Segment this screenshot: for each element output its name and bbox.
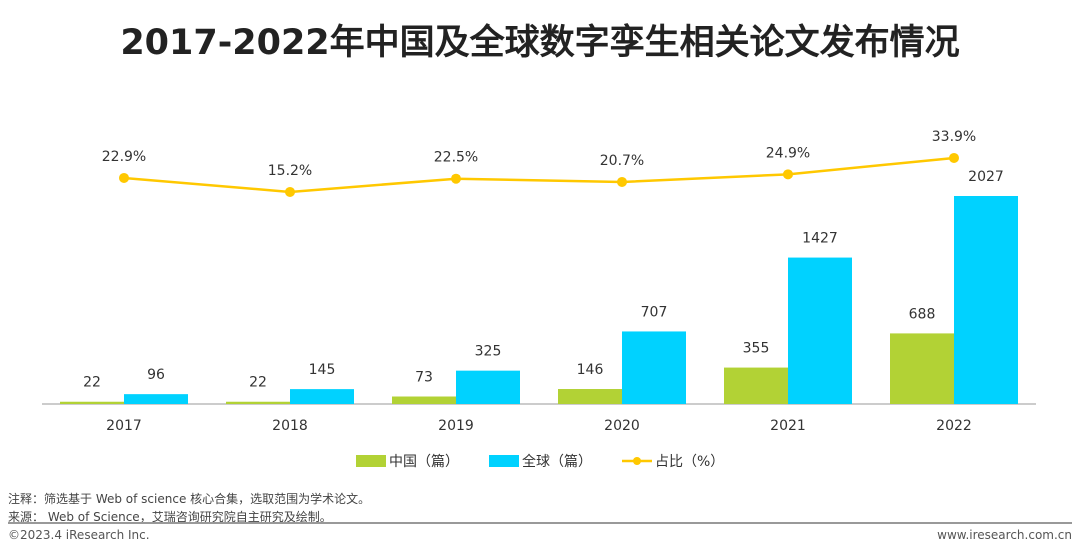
line-point: [119, 172, 129, 183]
bar-value-label: 22: [83, 375, 101, 391]
bar-value-label: 96: [147, 367, 165, 383]
footer-divider: [8, 522, 1072, 524]
line-point: [949, 152, 959, 163]
legend-swatch: [489, 455, 519, 467]
bar: [622, 331, 686, 404]
x-tick-label: 2021: [770, 418, 806, 434]
line-point: [783, 169, 793, 180]
x-tick-label: 2020: [604, 418, 640, 434]
bar: [788, 257, 852, 404]
legend-label: 中国（篇）: [389, 454, 459, 470]
bar-value-label: 22: [249, 375, 267, 391]
bar: [124, 394, 188, 404]
bar-value-label: 1427: [802, 231, 838, 247]
bar-value-label: 145: [309, 362, 336, 378]
bar-value-label: 707: [641, 304, 668, 320]
line-value-label: 24.9%: [766, 145, 810, 161]
line-value-label: 15.2%: [268, 163, 312, 179]
legend-label: 全球（篇）: [522, 453, 592, 470]
bar: [558, 389, 622, 404]
source-text: 来源： Web of Science，艾瑞咨询研究院自主研究及绘制。: [8, 510, 332, 524]
bar: [60, 401, 124, 404]
x-tick-label: 2017: [106, 418, 142, 434]
bar: [290, 389, 354, 404]
website: www.iresearch.com.cn: [937, 528, 1072, 542]
chart-title: 2017-2022年中国及全球数字孪生相关论文发布情况: [120, 23, 960, 63]
bar: [456, 370, 520, 404]
line-series: [123, 156, 955, 194]
x-tick-label: 2019: [438, 418, 474, 434]
legend-swatch: [356, 455, 386, 467]
bar-value-label: 2027: [968, 169, 1004, 185]
line-value-label: 20.7%: [600, 153, 644, 169]
x-tick-label: 2022: [936, 418, 972, 434]
line-value-label: 22.9%: [102, 149, 146, 165]
line-point: [451, 173, 461, 184]
line-point: [285, 186, 295, 197]
note-text: 注释：筛选基于 Web of science 核心合集，选取范围为学术论文。: [8, 492, 371, 506]
bar-value-label: 325: [475, 344, 502, 360]
bar-value-label: 355: [743, 341, 770, 357]
bar-value-label: 73: [415, 370, 433, 386]
bar: [890, 333, 954, 404]
bar-value-label: 146: [577, 362, 604, 378]
line-point: [617, 176, 627, 187]
bar: [392, 396, 456, 404]
chart: 2017 22 96 2018 22 145 2019 73 325 2020 146 707 2021…: [42, 129, 1036, 470]
bar: [226, 401, 290, 404]
legend-marker: [633, 457, 641, 465]
bar: [954, 196, 1018, 404]
copyright: ©2023.4 iResearch Inc.: [8, 528, 150, 542]
bar: [724, 367, 788, 404]
bar-value-label: 688: [909, 306, 936, 322]
line-value-label: 33.9%: [932, 129, 976, 145]
legend-label: 占比（%）: [655, 454, 724, 470]
line-value-label: 22.5%: [434, 150, 478, 166]
x-tick-label: 2018: [272, 418, 308, 434]
